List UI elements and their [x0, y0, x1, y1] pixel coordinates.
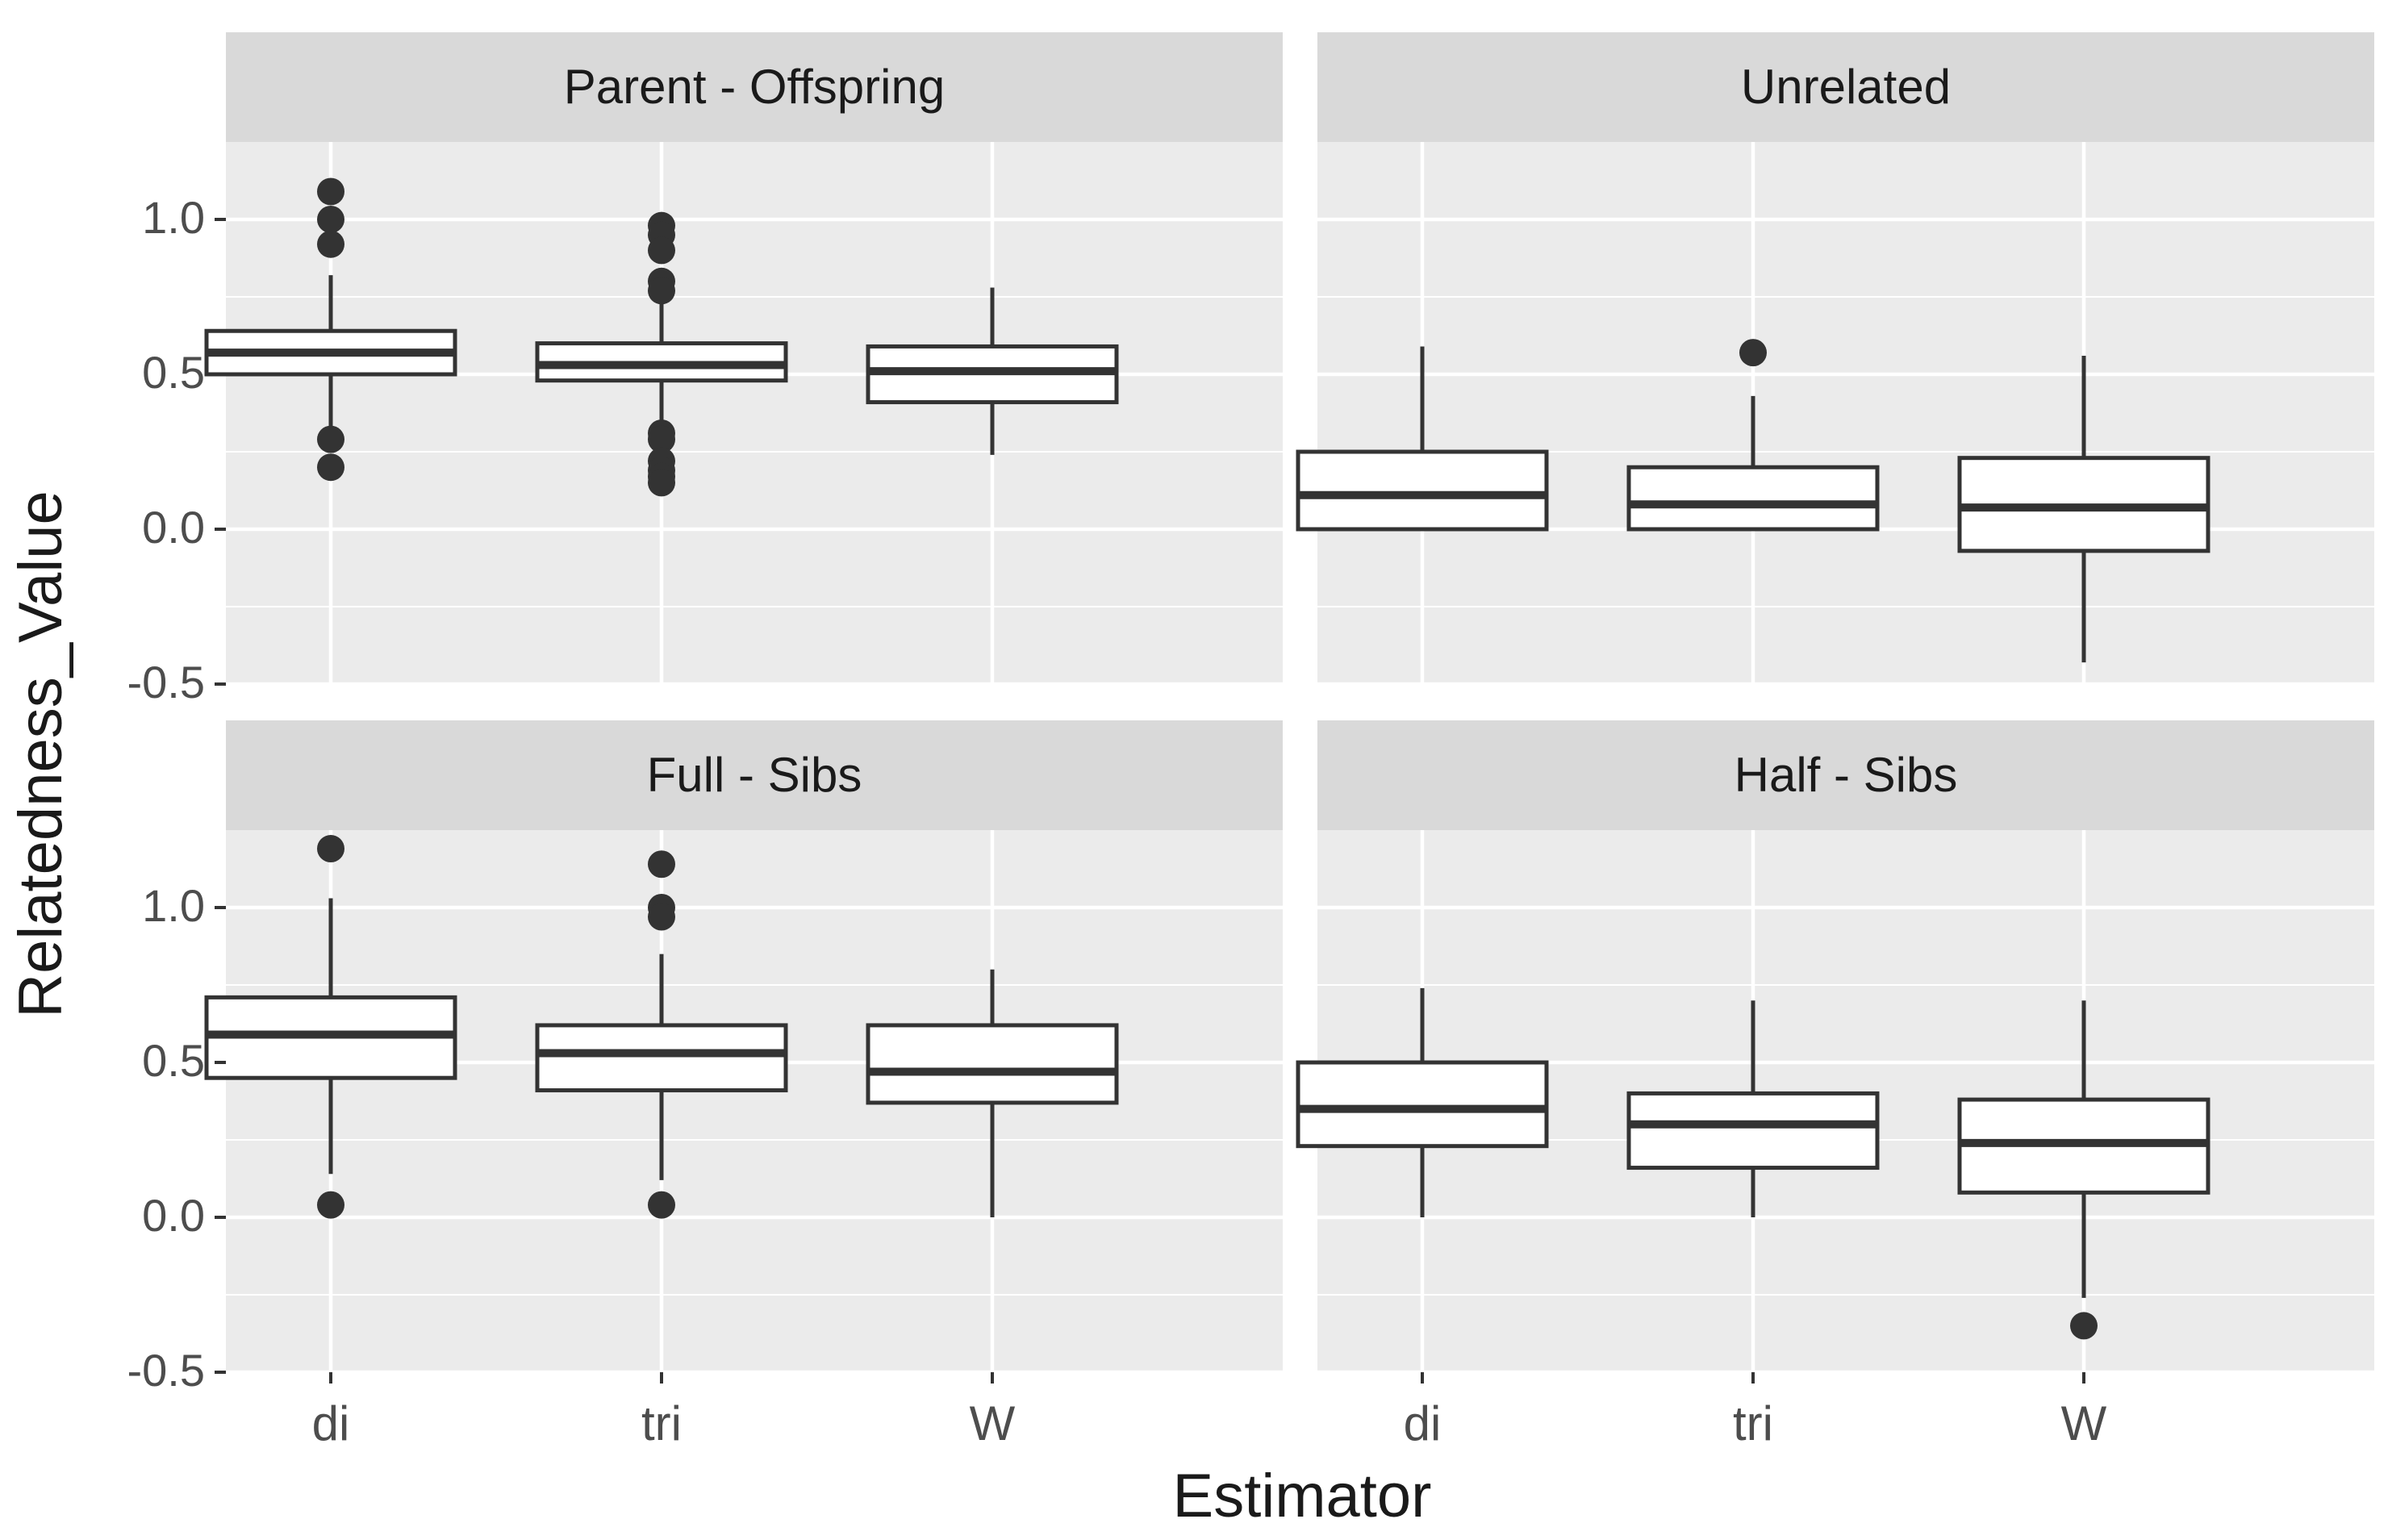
x-axis-title: Estimator: [1173, 1462, 1432, 1530]
strip-title: Parent - Offspring: [564, 60, 945, 114]
strip-parent-offspring: [226, 32, 1283, 142]
box-body: [1296, 449, 1549, 532]
box-body: [535, 1023, 788, 1093]
strip-title: Full - Sibs: [647, 748, 862, 802]
y-tick-label: 0.5: [142, 347, 205, 398]
box-body: [1626, 465, 1880, 532]
outlier-point: [648, 425, 675, 453]
box-half-sibs-di: [1296, 987, 1549, 1217]
y-tick-label: 0.5: [142, 1035, 205, 1086]
strip-title: Unrelated: [1741, 60, 1951, 114]
box-parent-offspring-tri: [535, 211, 788, 497]
y-tick-label: 1.0: [142, 880, 205, 931]
strip-unrelated: [1317, 32, 2374, 142]
box-unrelated-w: [1957, 355, 2210, 663]
box-unrelated-di: [1296, 346, 1549, 532]
box-parent-offspring-di: [204, 177, 457, 482]
box-body: [1296, 1060, 1549, 1149]
box-parent-offspring-w: [866, 287, 1119, 455]
x-tick-label: tri: [1733, 1396, 1773, 1450]
strip-full-sibs: [226, 720, 1283, 830]
strip-title: Half - Sibs: [1735, 748, 1958, 802]
box-half-sibs-w: [1957, 1000, 2210, 1340]
panel-unrelated: Unrelated: [1296, 32, 2374, 687]
outlier-point: [317, 177, 344, 206]
panel-half-sibs: Half - Sibs: [1296, 720, 2374, 1375]
outlier-point: [648, 903, 675, 931]
y-tick-label: -0.5: [127, 657, 206, 707]
x-tick-label: W: [970, 1396, 1016, 1450]
y-tick-label: 0.0: [142, 502, 205, 553]
x-tick-label: tri: [641, 1396, 682, 1450]
panel-background: [226, 830, 1283, 1372]
outlier-point: [1739, 339, 1767, 367]
box-body: [1626, 1091, 1880, 1171]
x-tick-label: di: [312, 1396, 350, 1450]
panel-background: [226, 142, 1283, 684]
outlier-point: [648, 236, 675, 265]
outlier-point: [648, 469, 675, 497]
outlier-point: [648, 277, 675, 305]
box-half-sibs-tri: [1626, 1000, 1880, 1217]
outlier-point: [317, 453, 344, 482]
box-full-sibs-di: [204, 835, 457, 1219]
outlier-point: [317, 425, 344, 453]
x-tick-label: di: [1404, 1396, 1442, 1450]
outlier-point: [317, 230, 344, 258]
outlier-point: [648, 850, 675, 879]
box-full-sibs-tri: [535, 850, 788, 1219]
y-tick-label: 0.0: [142, 1190, 205, 1241]
outlier-point: [2070, 1312, 2098, 1340]
panel-parent-offspring: Parent - Offspring: [204, 32, 1283, 687]
panels-layer: Parent - Offspring Unrelated Full - Sibs Ha…: [204, 32, 2374, 1375]
outlier-point: [648, 1191, 675, 1219]
outlier-point: [317, 835, 344, 863]
box-unrelated-tri: [1626, 339, 1880, 532]
box-body: [866, 1023, 1119, 1105]
strip-half-sibs: [1317, 720, 2374, 830]
panel-background: [1317, 142, 2374, 684]
y-tick-label: -0.5: [127, 1345, 206, 1396]
outlier-point: [317, 206, 344, 233]
outlier-point: [317, 1191, 344, 1219]
box-full-sibs-w: [866, 969, 1119, 1217]
y-axis-title: Relatedness_Value: [6, 490, 75, 1018]
y-axes: -0.5 0.0 0.5 1.0 -0.5 0.0 0.5 1.0: [127, 192, 226, 1396]
panel-full-sibs: Full - Sibs: [204, 720, 1283, 1375]
y-tick-label: 1.0: [142, 192, 205, 243]
x-tick-label: W: [2061, 1396, 2107, 1450]
